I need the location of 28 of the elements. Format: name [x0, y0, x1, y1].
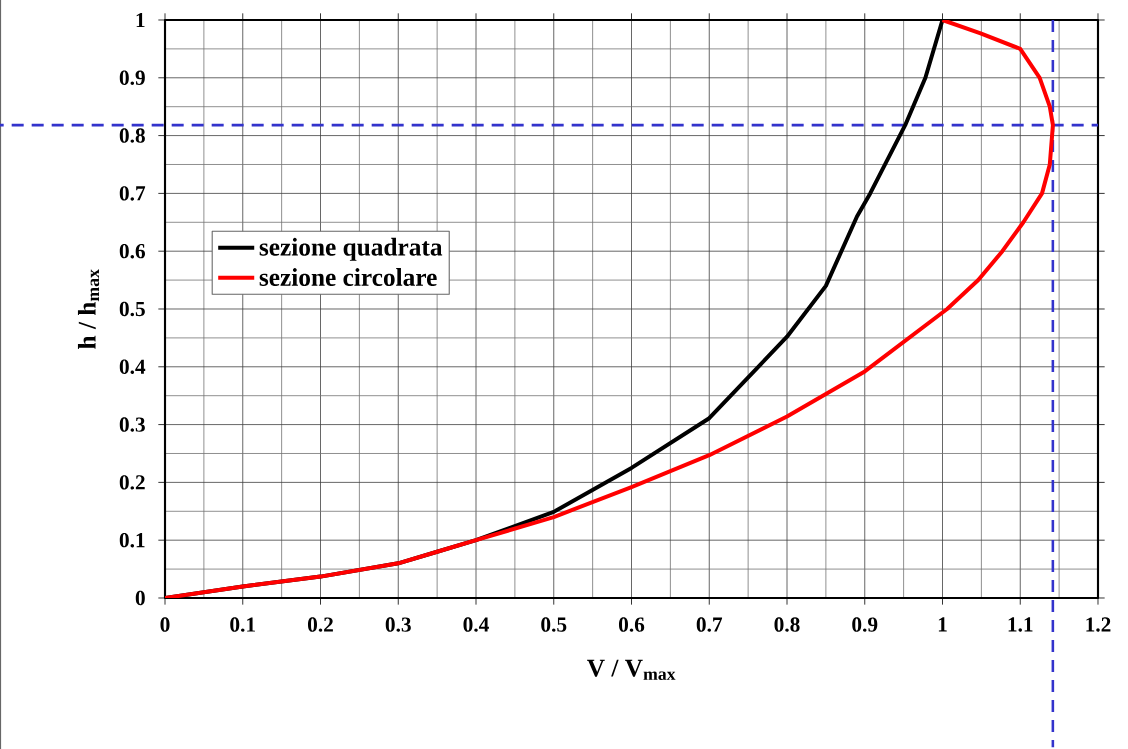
x-tick-label: 1.1: [1008, 617, 1033, 632]
x-tick-label: 0.2: [307, 617, 333, 632]
x-tick-label: 0.9: [852, 617, 878, 632]
x-tick-label: 0: [160, 617, 170, 632]
x-tick-label: 0.5: [541, 617, 567, 632]
y-tick-label: 0.5: [119, 301, 145, 317]
x-tick-label: 0.3: [385, 617, 411, 632]
x-axis-title: V / V$_{max}$: [587, 659, 676, 680]
x-tick-label: 0.6: [618, 617, 645, 632]
y-axis-title: h / h$_{max}$: [77, 269, 100, 349]
legend-label: sezione circolare: [259, 268, 437, 286]
y-tick-label: 0.3: [119, 417, 145, 432]
x-tick-label: 0.8: [774, 617, 800, 632]
y-tick-label: 0.7: [119, 186, 146, 201]
x-tick-label: 1.2: [1086, 617, 1111, 632]
x-tick-label: 0.7: [696, 617, 723, 632]
y-tick-label: 0: [135, 590, 145, 606]
y-tick-label: 0.9: [119, 70, 145, 86]
y-tick-label: 0.2: [119, 475, 145, 490]
y-tick-label: 0.1: [119, 532, 145, 548]
legend-label: sezione quadrata: [259, 237, 443, 261]
y-tick-label: 0.6: [119, 243, 145, 259]
y-tick-label: 0.8: [119, 128, 145, 143]
y-tick-label: 1: [136, 12, 145, 28]
x-tick-label: 1: [938, 617, 947, 632]
y-tick-label: 0.4: [119, 359, 146, 375]
x-tick-label: 0.4: [463, 617, 489, 632]
x-tick-label: 0.1: [230, 617, 255, 632]
